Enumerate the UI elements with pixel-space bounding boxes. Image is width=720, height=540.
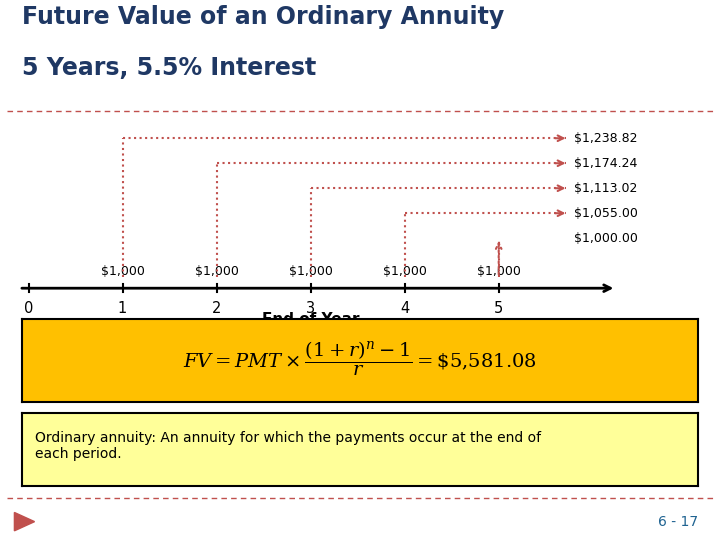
Text: 6 - 17: 6 - 17: [658, 515, 698, 529]
Text: 1: 1: [118, 301, 127, 316]
Text: 4: 4: [400, 301, 409, 316]
Text: $\mathit{FV} = \mathit{PMT} \times \dfrac{(1+r)^{n}-1}{r} = \$5{,}581.08$: $\mathit{FV} = \mathit{PMT} \times \dfra…: [183, 340, 537, 378]
Text: 2: 2: [212, 301, 221, 316]
Text: $1,000: $1,000: [289, 266, 333, 279]
Text: 0: 0: [24, 301, 33, 316]
Text: $1,000: $1,000: [101, 266, 145, 279]
Text: End of Year: End of Year: [262, 312, 359, 327]
Text: $1,055.00: $1,055.00: [574, 207, 638, 220]
Text: $1,000: $1,000: [383, 266, 427, 279]
Text: 3: 3: [306, 301, 315, 316]
Text: $1,000: $1,000: [477, 266, 521, 279]
Text: $1,238.82: $1,238.82: [574, 132, 637, 145]
Text: $1,113.02: $1,113.02: [574, 182, 637, 195]
Text: 5 Years, 5.5% Interest: 5 Years, 5.5% Interest: [22, 56, 316, 80]
Text: $1,000.00: $1,000.00: [574, 232, 638, 245]
Text: Ordinary annuity: An annuity for which the payments occur at the end of
each per: Ordinary annuity: An annuity for which t…: [35, 431, 541, 461]
Text: $1,000: $1,000: [194, 266, 238, 279]
Text: 5: 5: [494, 301, 503, 316]
Text: Future Value of an Ordinary Annuity: Future Value of an Ordinary Annuity: [22, 5, 504, 29]
Polygon shape: [14, 512, 35, 531]
Text: $1,174.24: $1,174.24: [574, 157, 637, 170]
